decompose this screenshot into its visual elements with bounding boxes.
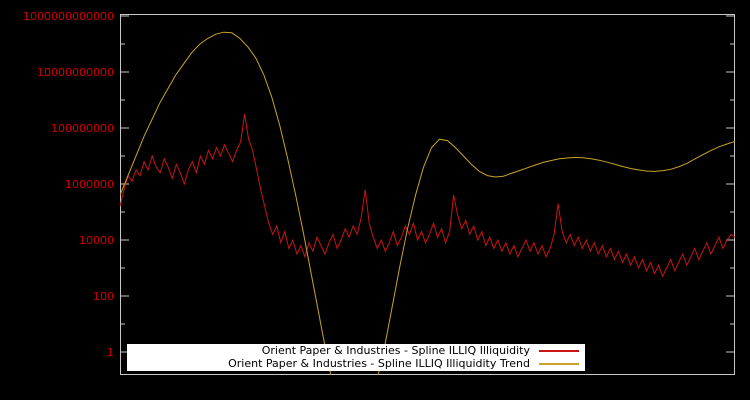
legend-item-illiq: Orient Paper & Industries - Spline ILLIQ… (133, 345, 579, 357)
illiq-series-line (120, 113, 735, 278)
legend-label-illiq: Orient Paper & Industries - Spline ILLIQ… (261, 344, 530, 358)
y-axis-ticks (121, 15, 734, 353)
plot-frame (120, 14, 735, 375)
y-axis-tick-label: 1 (107, 346, 114, 359)
trend-series-line (120, 31, 735, 375)
legend-line-sample-trend (539, 362, 579, 365)
legend-line-sample-illiq (539, 350, 579, 353)
y-axis-tick-label: 10000000000 (37, 66, 114, 79)
y-axis-tick-label: 10000 (79, 234, 114, 247)
y-axis-tick-label: 1000000000000 (23, 10, 114, 23)
y-axis-tick-label: 100000000 (51, 122, 114, 135)
legend-label-trend: Orient Paper & Industries - Spline ILLIQ… (228, 356, 530, 370)
y-axis-tick-label: 1000000 (65, 178, 114, 191)
y-axis-labels: 1000000000000 10000000000 100000000 1000000… (23, 10, 114, 359)
y-axis-tick-label: 100 (93, 290, 114, 303)
legend-item-trend: Orient Paper & Industries - Spline ILLIQ… (133, 356, 579, 370)
legend: Orient Paper & Industries - Spline ILLIQ… (127, 344, 585, 371)
